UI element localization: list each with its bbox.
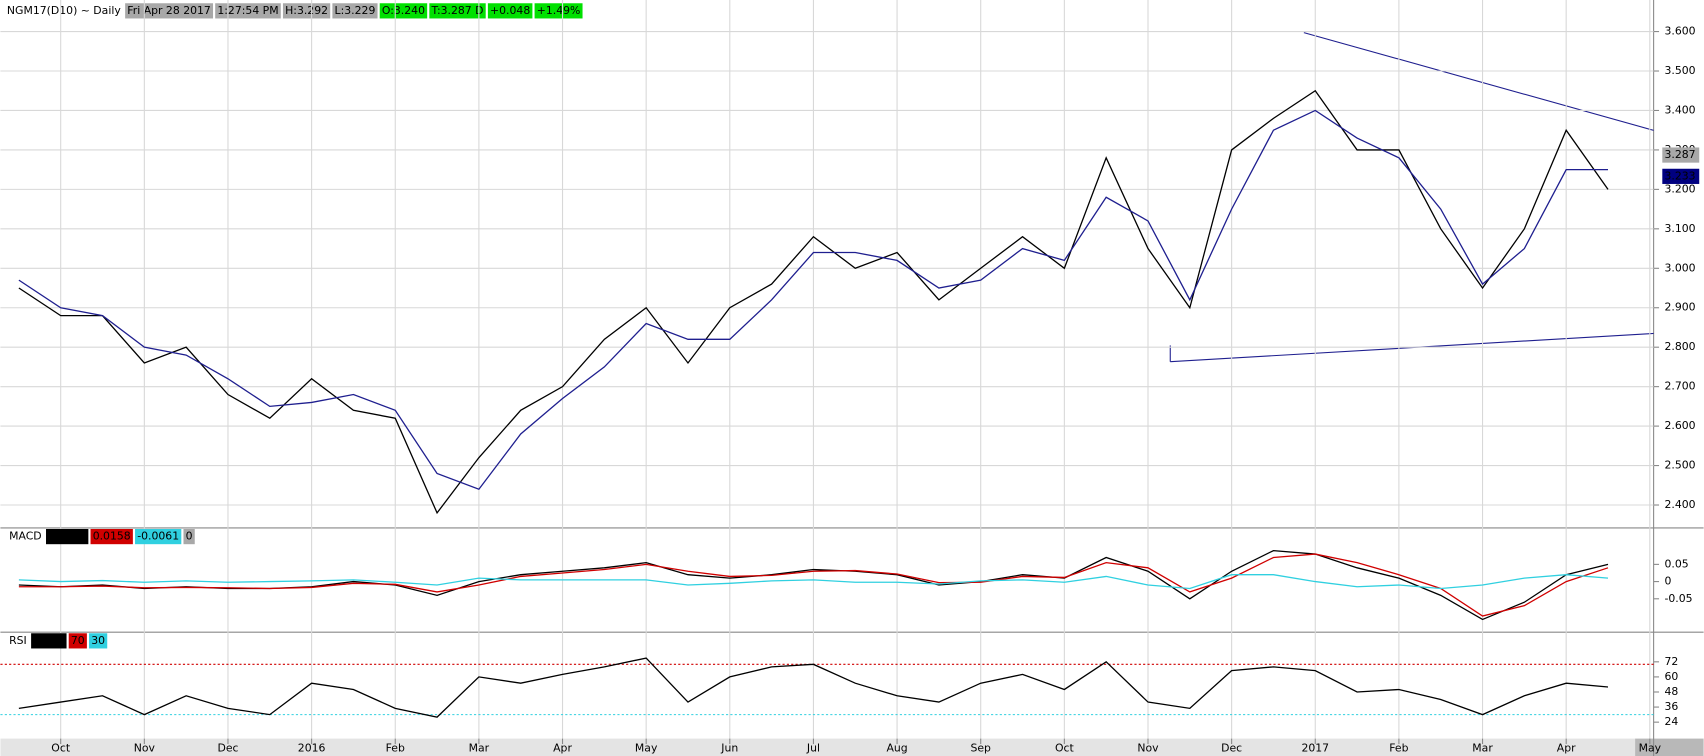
y-tick-label: 3.400: [1664, 103, 1695, 116]
last-value-box: [1662, 168, 1700, 184]
y-tick-label: 72: [1664, 655, 1678, 668]
header-high: H:3.292: [285, 4, 328, 17]
y-tick-label: 60: [1664, 670, 1678, 683]
legend-value: 0.0158: [93, 530, 131, 543]
x-tick-label: 2016: [298, 741, 326, 754]
y-tick-label: 2.400: [1664, 498, 1695, 511]
header-date-box: [125, 3, 214, 19]
x-tick-label: Aug: [886, 741, 907, 754]
header-change-pct-box: [534, 3, 583, 19]
legend-level-box: [68, 633, 87, 649]
header-time: 1:27:54 PM: [217, 4, 278, 17]
header-time-box: [215, 3, 281, 19]
y-tick-label: 3.500: [1664, 64, 1695, 77]
future-strip: [1635, 738, 1704, 756]
x-tick-label: Oct: [1055, 741, 1074, 754]
legend-value-box: [90, 528, 133, 545]
x-tick-label: Dec: [1221, 741, 1242, 754]
header-open-box: [379, 3, 428, 19]
series-line: [18, 574, 1609, 590]
x-tick-label: Nov: [134, 741, 156, 754]
x-tick-label: Apr: [1557, 741, 1576, 754]
y-tick-label: 48: [1664, 685, 1678, 698]
header-last: T:3.287 D: [431, 4, 484, 17]
series-line: [18, 657, 1609, 718]
y-tick-label: 3.200: [1664, 182, 1695, 195]
x-tick-label: Mar: [469, 741, 490, 754]
x-axis-strip: [0, 738, 1704, 756]
legend-zero-box: [183, 528, 195, 545]
y-tick-label: 2.800: [1664, 340, 1695, 353]
x-tick-label: Feb: [386, 741, 405, 754]
series-line: [18, 553, 1609, 617]
y-tick-label: 3.000: [1664, 261, 1695, 274]
header-change-box: [487, 3, 533, 19]
x-tick-label: May: [635, 741, 658, 754]
y-tick-label: 0: [1664, 575, 1671, 588]
y-tick-label: 36: [1664, 700, 1678, 713]
legend-value-box: [135, 528, 182, 545]
header-symbol: NGM17(D10) ~ Daily: [7, 4, 121, 17]
y-tick-label: 3.600: [1664, 25, 1695, 38]
x-tick-label: Jun: [720, 741, 738, 754]
header-change-pct: +1.49%: [537, 4, 581, 17]
header-open: O:3.240: [382, 4, 425, 17]
legend-value: 0.0097: [48, 530, 86, 543]
header-low: L:3.229: [335, 4, 376, 17]
x-tick-label: Feb: [1389, 741, 1408, 754]
x-tick-label: Apr: [553, 741, 572, 754]
x-tick-label: Jul: [806, 741, 820, 754]
legend-zero: 0: [186, 530, 193, 543]
header-low-box: [332, 3, 378, 19]
last-value-box: [1662, 147, 1700, 163]
legend-value-box: [46, 528, 89, 545]
x-tick-label: Sep: [970, 741, 991, 754]
legend-value: 54.36: [33, 634, 64, 647]
y-tick-label: 2.900: [1664, 301, 1695, 314]
y-tick-label: 24: [1664, 715, 1678, 728]
legend-level: 30: [91, 634, 105, 647]
y-tick-label: 0.05: [1664, 557, 1688, 570]
x-tick-label: Oct: [51, 741, 70, 754]
header-change: +0.048: [490, 4, 530, 17]
x-tick-label: May: [1639, 741, 1662, 754]
y-tick-label: 2.500: [1664, 459, 1695, 472]
y-tick-label: 2.600: [1664, 419, 1695, 432]
legend-level: 70: [71, 634, 85, 647]
x-tick-label: Mar: [1472, 741, 1493, 754]
legend-value: -0.0061: [137, 530, 179, 543]
x-tick-label: Nov: [1137, 741, 1159, 754]
last-value-label: 3.233: [1664, 169, 1695, 182]
header-last-box: [429, 3, 486, 19]
trend-line: [1303, 32, 1654, 131]
last-value-label: 3.287: [1664, 148, 1695, 161]
panel-title: MACD: [9, 530, 42, 543]
y-tick-label: 3.100: [1664, 222, 1695, 235]
legend-level-box: [89, 633, 108, 649]
panel-title: RSI: [9, 634, 27, 647]
header-date: Fri Apr 28 2017: [127, 4, 211, 17]
legend-value-box: [31, 633, 67, 649]
header-high-box: [282, 3, 331, 19]
series-line: [18, 109, 1609, 491]
y-tick-label: -0.05: [1664, 592, 1692, 605]
x-tick-label: 2017: [1301, 741, 1329, 754]
x-tick-label: Dec: [217, 741, 238, 754]
y-tick-label: 2.700: [1664, 380, 1695, 393]
